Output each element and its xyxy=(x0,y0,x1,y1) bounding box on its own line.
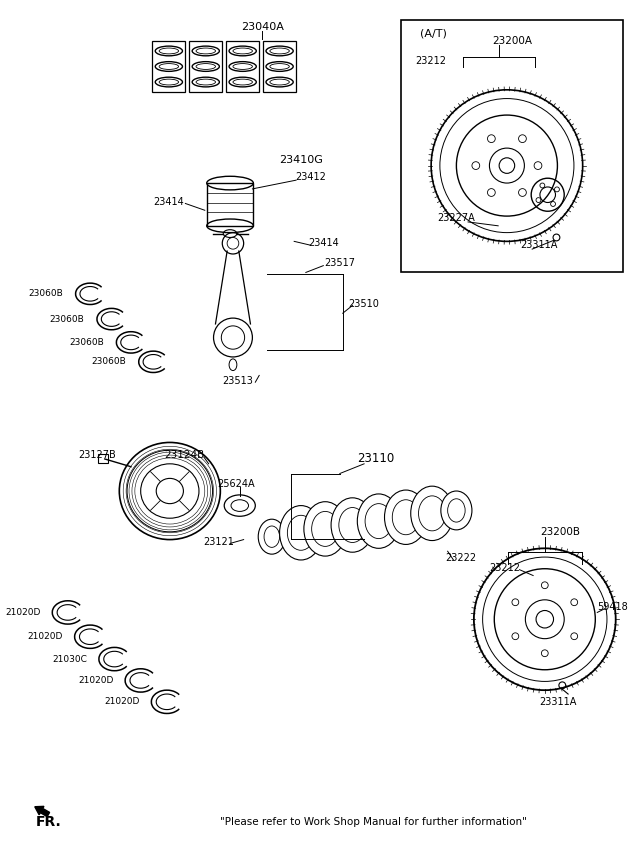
Text: 23060B: 23060B xyxy=(69,338,103,347)
Text: 23227A: 23227A xyxy=(437,213,475,223)
Text: "Please refer to Work Shop Manual for further information": "Please refer to Work Shop Manual for fu… xyxy=(220,817,528,828)
Text: 23414: 23414 xyxy=(308,238,339,248)
Text: 23200A: 23200A xyxy=(492,36,532,47)
Text: 21020D: 21020D xyxy=(104,697,139,706)
Ellipse shape xyxy=(418,495,445,531)
Text: 23040A: 23040A xyxy=(240,22,283,31)
Bar xyxy=(207,183,254,226)
Ellipse shape xyxy=(312,512,339,546)
Bar xyxy=(152,42,186,91)
Ellipse shape xyxy=(384,490,427,545)
Ellipse shape xyxy=(264,526,280,547)
Ellipse shape xyxy=(304,501,346,556)
Text: (A/T): (A/T) xyxy=(420,29,447,38)
Text: 23510: 23510 xyxy=(349,298,379,308)
Ellipse shape xyxy=(411,486,454,540)
Text: FR.: FR. xyxy=(36,816,61,829)
Ellipse shape xyxy=(339,507,366,542)
Ellipse shape xyxy=(280,506,322,560)
Ellipse shape xyxy=(365,504,392,539)
Ellipse shape xyxy=(287,515,315,551)
Text: 59418: 59418 xyxy=(598,601,628,612)
Bar xyxy=(189,42,222,91)
Text: 21020D: 21020D xyxy=(28,632,63,641)
Bar xyxy=(263,42,296,91)
Ellipse shape xyxy=(392,500,420,534)
Text: 23513: 23513 xyxy=(222,376,253,386)
Text: 21020D: 21020D xyxy=(5,608,40,617)
Text: 23121: 23121 xyxy=(203,536,234,546)
Text: 23311A: 23311A xyxy=(521,241,558,250)
Text: 23124B: 23124B xyxy=(164,450,204,460)
Text: 23311A: 23311A xyxy=(540,697,577,706)
Text: 25624A: 25624A xyxy=(217,479,255,490)
Text: 23517: 23517 xyxy=(324,257,355,268)
Text: 21020D: 21020D xyxy=(78,676,114,685)
Bar xyxy=(98,454,108,462)
FancyArrow shape xyxy=(35,806,50,817)
Text: 23222: 23222 xyxy=(445,553,477,563)
Bar xyxy=(401,19,623,273)
Text: 21030C: 21030C xyxy=(52,655,87,663)
Text: 23410G: 23410G xyxy=(279,155,323,165)
Text: 23060B: 23060B xyxy=(91,357,126,366)
Text: 23414: 23414 xyxy=(153,197,184,207)
Text: 23060B: 23060B xyxy=(28,290,63,298)
Text: 23200B: 23200B xyxy=(540,527,581,537)
Text: 23212: 23212 xyxy=(416,56,447,66)
Text: 23110: 23110 xyxy=(357,452,394,466)
Ellipse shape xyxy=(441,491,472,530)
Text: 23127B: 23127B xyxy=(78,450,116,460)
Ellipse shape xyxy=(331,498,374,552)
Text: 23412: 23412 xyxy=(295,172,326,182)
Ellipse shape xyxy=(447,499,465,522)
Ellipse shape xyxy=(357,494,400,548)
Text: 23060B: 23060B xyxy=(50,314,85,324)
Bar xyxy=(226,42,259,91)
Ellipse shape xyxy=(258,519,285,554)
Text: 23212: 23212 xyxy=(490,562,521,573)
